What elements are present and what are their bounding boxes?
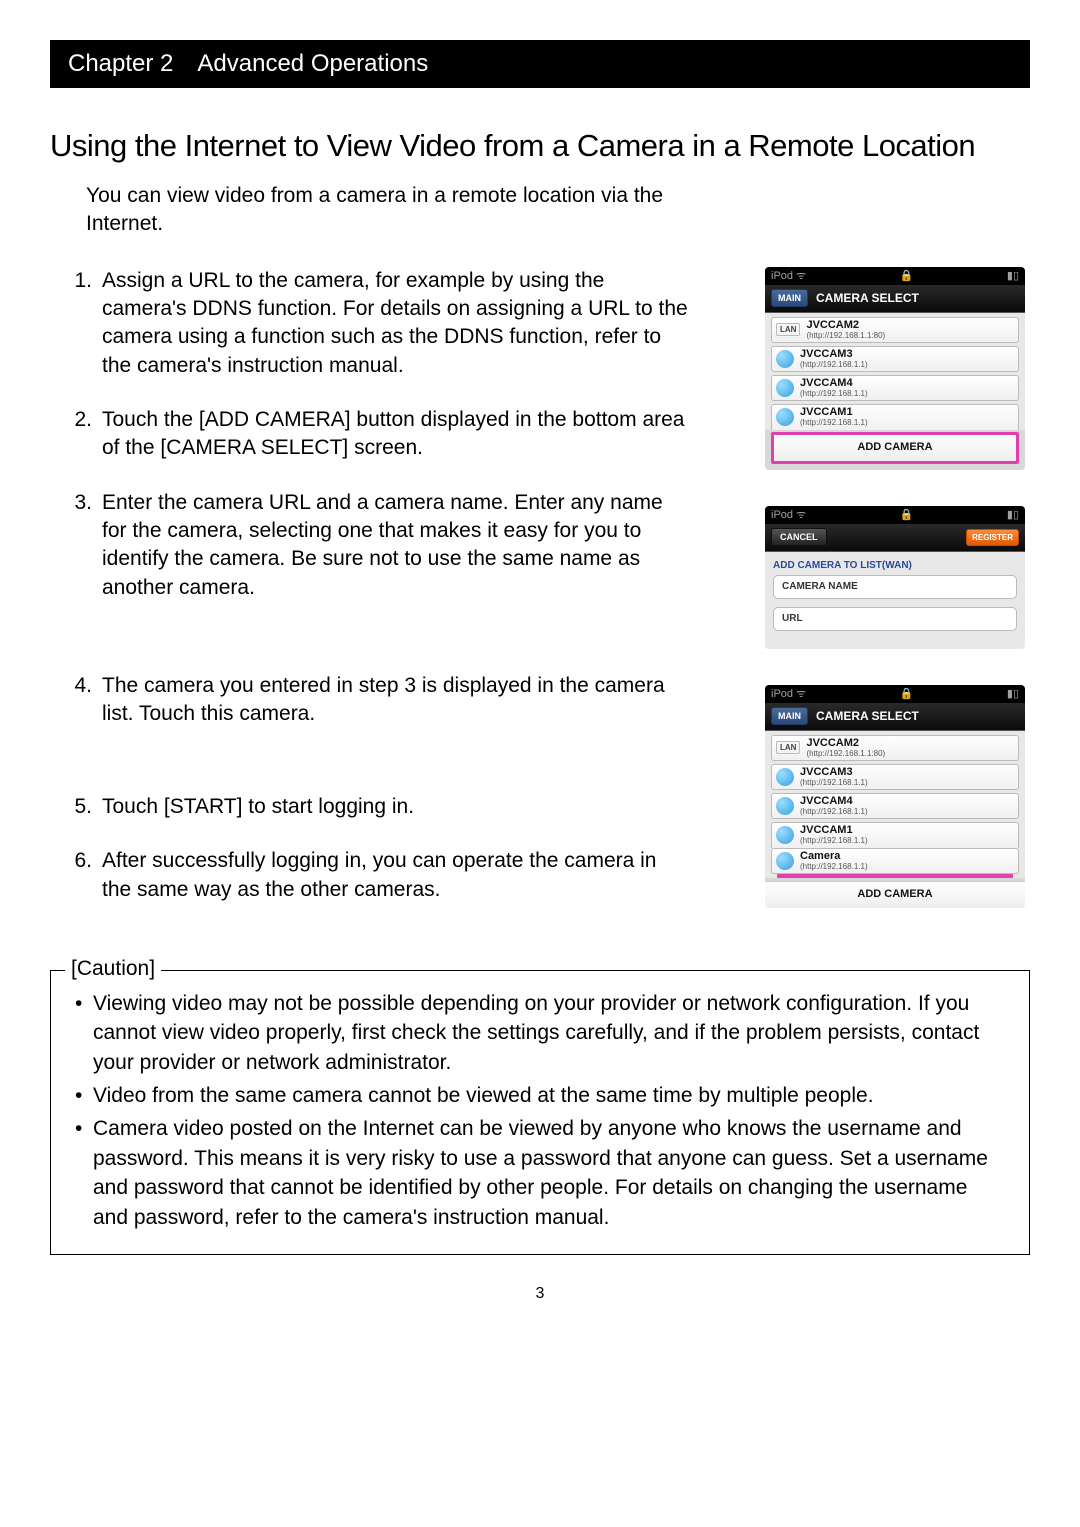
camera-name: JVCCAM2 xyxy=(806,738,885,749)
battery-icon: ▮▯ xyxy=(1007,687,1019,700)
step-number: 3. xyxy=(68,489,92,602)
status-left: iPod ᯤ xyxy=(771,268,806,283)
caution-box: [Caution] Viewing video may not be possi… xyxy=(50,970,1030,1255)
camera-name: JVCCAM2 xyxy=(806,320,885,331)
status-left: iPod ᯤ xyxy=(771,686,806,701)
add-camera-button[interactable]: ADD CAMERA xyxy=(774,435,1016,461)
step-text: Touch the [ADD CAMERA] button displayed … xyxy=(102,406,688,463)
camera-url: (http://192.168.1.1:80) xyxy=(806,332,885,340)
chapter-title: Advanced Operations xyxy=(197,50,428,78)
screen-header: MAIN CAMERA SELECT xyxy=(765,703,1025,731)
screenshot-camera-select-2: iPod ᯤ 🔒 ▮▯ MAIN CAMERA SELECT LAN JVCCA… xyxy=(765,685,1025,908)
camera-name: Camera xyxy=(800,851,868,862)
screenshot-camera-select-1: iPod ᯤ 🔒 ▮▯ MAIN CAMERA SELECT LAN JVCCA… xyxy=(765,267,1025,470)
camera-row[interactable]: JVCCAM1(http://192.168.1.1) xyxy=(771,404,1019,430)
camera-list: LAN JVCCAM2(http://192.168.1.1:80) JVCCA… xyxy=(765,731,1025,878)
camera-name-field[interactable]: CAMERA NAME xyxy=(773,575,1017,599)
globe-icon xyxy=(776,408,794,426)
lan-badge: LAN xyxy=(776,741,800,754)
screenshots-column: iPod ᯤ 🔒 ▮▯ MAIN CAMERA SELECT LAN JVCCA… xyxy=(765,267,1030,908)
camera-url: (http://192.168.1.1) xyxy=(800,779,868,787)
globe-icon xyxy=(776,768,794,786)
camera-name: JVCCAM3 xyxy=(800,767,868,778)
step-number: 4. xyxy=(68,672,92,729)
step-number: 5. xyxy=(68,793,92,821)
ipod-status-bar: iPod ᯤ 🔒 ▮▯ xyxy=(765,267,1025,285)
globe-icon xyxy=(776,797,794,815)
camera-name: JVCCAM1 xyxy=(800,825,868,836)
lock-icon: 🔒 xyxy=(900,687,914,700)
camera-row[interactable]: JVCCAM4(http://192.168.1.1) xyxy=(771,375,1019,401)
status-left: iPod ᯤ xyxy=(771,507,806,522)
globe-icon xyxy=(776,350,794,368)
page-number: 3 xyxy=(50,1285,1030,1303)
step-text: The camera you entered in step 3 is disp… xyxy=(102,672,688,729)
camera-url: (http://192.168.1.1) xyxy=(800,808,868,816)
ipod-status-bar: iPod ᯤ 🔒 ▮▯ xyxy=(765,685,1025,703)
step-text: Touch [START] to start logging in. xyxy=(102,793,688,821)
add-camera-button[interactable]: ADD CAMERA xyxy=(765,881,1025,908)
cancel-button[interactable]: CANCEL xyxy=(771,528,827,546)
caution-item: Viewing video may not be possible depend… xyxy=(73,989,1007,1077)
camera-url: (http://192.168.1.1) xyxy=(800,837,868,845)
chapter-header: Chapter 2 Advanced Operations xyxy=(50,40,1030,88)
camera-url: (http://192.168.1.1) xyxy=(800,361,868,369)
caution-label: [Caution] xyxy=(65,957,161,981)
battery-icon: ▮▯ xyxy=(1007,269,1019,282)
screenshot-add-camera-form: iPod ᯤ 🔒 ▮▯ CANCEL REGISTER ADD CAMERA T… xyxy=(765,506,1025,649)
step-text: Enter the camera URL and a camera name. … xyxy=(102,489,688,602)
globe-icon xyxy=(776,852,794,870)
battery-icon: ▮▯ xyxy=(1007,508,1019,521)
camera-row[interactable]: LAN JVCCAM2(http://192.168.1.1:80) xyxy=(771,317,1019,343)
camera-url-field[interactable]: URL xyxy=(773,607,1017,631)
lock-icon: 🔒 xyxy=(900,269,914,282)
caution-list: Viewing video may not be possible depend… xyxy=(73,989,1007,1232)
chapter-label: Chapter 2 xyxy=(68,50,173,78)
page-title: Using the Internet to View Video from a … xyxy=(50,128,1030,164)
camera-row[interactable]: JVCCAM1(http://192.168.1.1) xyxy=(771,822,1019,848)
globe-icon xyxy=(776,379,794,397)
main-button[interactable]: MAIN xyxy=(771,707,808,725)
camera-url: (http://192.168.1.1) xyxy=(800,419,868,427)
camera-row[interactable]: JVCCAM4(http://192.168.1.1) xyxy=(771,793,1019,819)
register-button[interactable]: REGISTER xyxy=(966,529,1019,546)
screen-header: MAIN CAMERA SELECT xyxy=(765,285,1025,313)
camera-url: (http://192.168.1.1) xyxy=(800,390,868,398)
lock-icon: 🔒 xyxy=(900,508,914,521)
add-camera-highlight: ADD CAMERA xyxy=(771,432,1019,464)
camera-row[interactable]: JVCCAM3(http://192.168.1.1) xyxy=(771,764,1019,790)
camera-name: JVCCAM4 xyxy=(800,796,868,807)
steps-column: 1.Assign a URL to the camera, for exampl… xyxy=(50,267,735,930)
intro-text: You can view video from a camera in a re… xyxy=(86,182,706,239)
step-number: 1. xyxy=(68,267,92,380)
camera-list: LAN JVCCAM2(http://192.168.1.1:80) JVCCA… xyxy=(765,313,1025,430)
step-text: Assign a URL to the camera, for example … xyxy=(102,267,688,380)
camera-name: JVCCAM3 xyxy=(800,349,868,360)
camera-name: JVCCAM1 xyxy=(800,407,868,418)
step-number: 2. xyxy=(68,406,92,463)
camera-row[interactable]: JVCCAM3(http://192.168.1.1) xyxy=(771,346,1019,372)
header-title: CAMERA SELECT xyxy=(816,709,919,723)
lan-badge: LAN xyxy=(776,323,800,336)
caution-item: Video from the same camera cannot be vie… xyxy=(73,1081,1007,1110)
highlight-indicator xyxy=(777,874,1013,878)
camera-row[interactable]: LAN JVCCAM2(http://192.168.1.1:80) xyxy=(771,735,1019,761)
camera-row-new[interactable]: Camera(http://192.168.1.1) xyxy=(771,848,1019,874)
camera-url: (http://192.168.1.1) xyxy=(800,863,868,871)
add-camera-form: ADD CAMERA TO LIST(WAN) CAMERA NAME URL xyxy=(765,552,1025,649)
form-section-label: ADD CAMERA TO LIST(WAN) xyxy=(773,560,1017,571)
caution-item: Camera video posted on the Internet can … xyxy=(73,1114,1007,1232)
header-title: CAMERA SELECT xyxy=(816,291,919,305)
globe-icon xyxy=(776,826,794,844)
camera-url: (http://192.168.1.1:80) xyxy=(806,750,885,758)
camera-name: JVCCAM4 xyxy=(800,378,868,389)
step-text: After successfully logging in, you can o… xyxy=(102,847,688,904)
main-button[interactable]: MAIN xyxy=(771,289,808,307)
step-number: 6. xyxy=(68,847,92,904)
screen-header: CANCEL REGISTER xyxy=(765,524,1025,552)
ipod-status-bar: iPod ᯤ 🔒 ▮▯ xyxy=(765,506,1025,524)
